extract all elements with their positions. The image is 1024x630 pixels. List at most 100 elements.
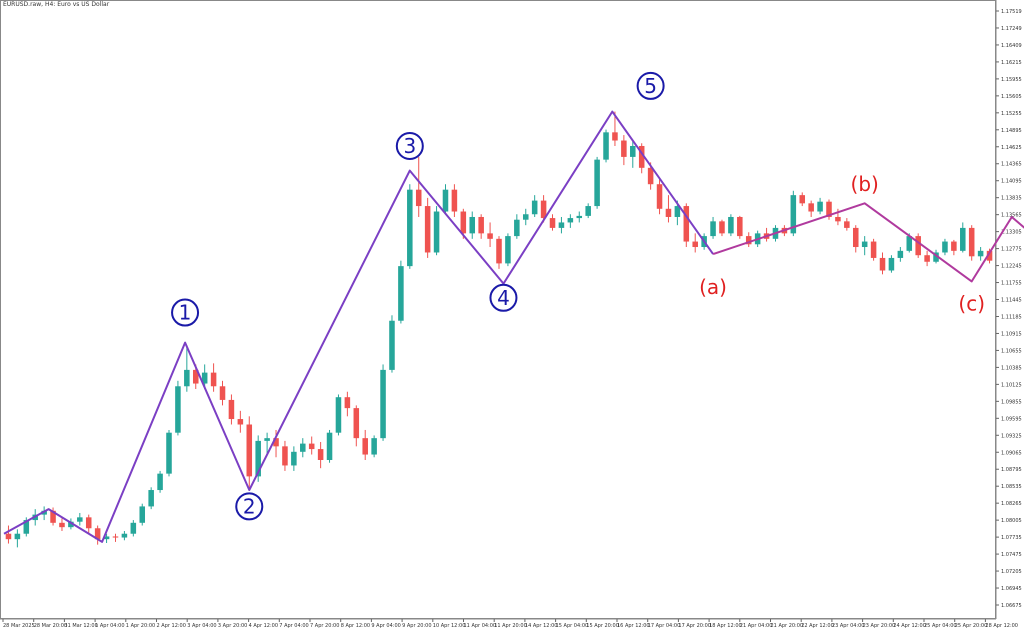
candle-body [121, 533, 128, 538]
candle-body [549, 218, 556, 228]
candle [496, 236, 502, 269]
candle-body [282, 446, 288, 466]
candle [94, 525, 101, 545]
candle [451, 184, 458, 217]
price-tick-label: 1.14625 [1001, 145, 1022, 151]
time-tick-label: 4 Apr 12:00 [249, 623, 278, 629]
price-tick-label: 1.17519 [1001, 9, 1022, 15]
candle-body [986, 250, 993, 261]
price-tick-label: 1.08005 [1001, 518, 1022, 524]
candle-body [638, 145, 645, 168]
candle-body [59, 522, 65, 528]
candle [166, 429, 172, 477]
candle [567, 214, 574, 228]
price-tick-label: 1.11755 [1001, 281, 1022, 287]
candle-body [344, 397, 351, 409]
candle [737, 215, 743, 239]
time-tick-label: 16 Apr 12:00 [617, 623, 650, 629]
candle [879, 252, 886, 275]
candle [246, 416, 253, 489]
time-tick-label: 9 Apr 20:00 [402, 623, 431, 629]
candle-body [835, 216, 841, 222]
time-tick-label: 8 Apr 12:00 [341, 623, 370, 629]
candle [505, 233, 511, 267]
candle [148, 487, 154, 510]
candle [683, 203, 690, 248]
candle [335, 394, 342, 436]
candle [915, 233, 921, 258]
wave-label-1: 1 [179, 301, 192, 325]
candle-body [380, 369, 386, 439]
candle [852, 225, 859, 253]
candle-body [433, 211, 440, 253]
candle-body [942, 241, 948, 253]
candle [861, 236, 868, 256]
candle-body [665, 208, 672, 217]
wave-labels: 1 2 3 4 5 (a) (b) (c) [171, 71, 985, 521]
time-tick-label: 17 Apr 04:00 [648, 623, 681, 629]
candle-body [817, 201, 823, 212]
candle [407, 184, 413, 269]
candle-body [228, 399, 235, 420]
candle-body [353, 408, 360, 439]
candle [219, 380, 226, 406]
candle [130, 520, 137, 537]
candles [5, 111, 993, 548]
candle [237, 410, 244, 433]
candle [531, 195, 538, 217]
candle-body [737, 216, 743, 237]
candle-body [415, 189, 422, 207]
candle-body [933, 252, 939, 262]
candle [300, 438, 306, 458]
candle-body [166, 432, 172, 474]
candle [719, 219, 725, 237]
price-tick-label: 1.11445 [1001, 298, 1022, 304]
candle-body [201, 372, 208, 384]
candle [59, 518, 65, 531]
candle-body [335, 397, 342, 433]
candle-body [451, 189, 458, 212]
price-tick-label: 1.08265 [1001, 501, 1022, 507]
wave-label-circle [636, 71, 665, 100]
candle-body [219, 386, 226, 400]
candle-body [469, 216, 476, 234]
price-tick-label: 1.10385 [1001, 365, 1022, 371]
price-tick-label: 1.08535 [1001, 484, 1022, 490]
candle-body [808, 203, 814, 212]
candle-body [389, 320, 395, 370]
time-tick-label: 17 Apr 20:00 [678, 623, 711, 629]
candle-body [728, 216, 734, 234]
price-tick-label: 1.06675 [1001, 603, 1022, 609]
candle [380, 364, 386, 441]
price-tick-label: 1.13565 [1001, 213, 1022, 219]
wave-label-4: 4 [497, 286, 510, 310]
candle-body [897, 250, 904, 258]
candle [326, 429, 333, 463]
time-tick-label: 31 Mar 12:00 [64, 623, 97, 629]
candle [103, 533, 110, 544]
candle [415, 156, 422, 217]
price-tick-label: 1.14365 [1001, 162, 1022, 168]
correction-label: (b) [851, 172, 879, 196]
time-tick-label: 10 Apr 12:00 [433, 623, 466, 629]
wave-label-circle [395, 131, 424, 160]
time-tick-label: 11 Apr 20:00 [494, 623, 527, 629]
candle-body [398, 266, 404, 321]
candle-body [157, 473, 163, 491]
candle-body [371, 438, 377, 455]
candle [50, 507, 56, 526]
candle-body [300, 443, 306, 452]
candle-body [317, 449, 324, 460]
candle [514, 214, 520, 239]
price-tick-label: 1.16409 [1001, 43, 1022, 49]
time-tick-label: 7 Apr 20:00 [310, 623, 339, 629]
price-tick-label: 1.09595 [1001, 416, 1022, 422]
candle-body [23, 520, 30, 534]
candle-body [112, 536, 119, 538]
candle [478, 214, 484, 239]
time-tick-label: 25 Apr 20:00 [955, 623, 988, 629]
candle-body [674, 206, 681, 217]
candle-body [424, 206, 431, 253]
candle [85, 514, 92, 534]
